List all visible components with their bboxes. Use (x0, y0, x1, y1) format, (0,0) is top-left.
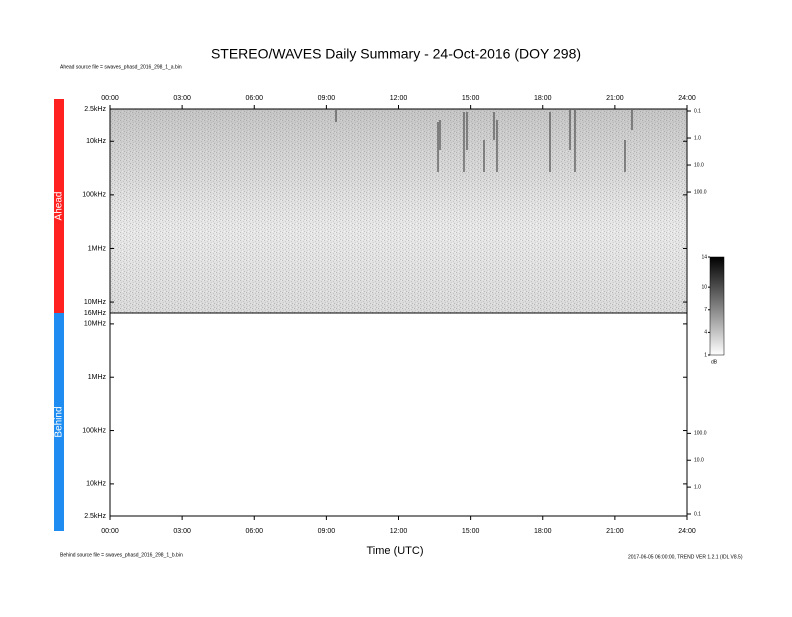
y2-tick-label: 10.0 (694, 162, 704, 168)
ahead-spectrogram (110, 109, 687, 313)
source-file: Ahead source file = swaves_phasd_2016_29… (60, 64, 182, 70)
x-tick-label: 15:00 (462, 95, 480, 102)
colorbar-label: dB (711, 359, 718, 365)
colorbar-tick-label: 1 (704, 352, 707, 358)
y2-tick-label: 1.0 (694, 484, 701, 490)
y-tick-label: 2.5kHz (84, 513, 106, 520)
x-tick-label: 12:00 (390, 528, 408, 535)
y2-tick-label: 0.1 (694, 511, 701, 517)
y-tick-label: 10kHz (86, 481, 106, 488)
colorbar (709, 256, 725, 356)
y2-tick-label: 1.0 (694, 135, 701, 141)
x-tick-label: 12:00 (390, 95, 408, 102)
y2-tick-label: 100.0 (694, 189, 707, 195)
panel-label: Ahead (54, 192, 65, 221)
x-tick-label: 24:00 (678, 95, 696, 102)
source-file: Behind source file = swaves_phasd_2016_2… (60, 552, 183, 558)
y-tick-label: 1MHz (88, 374, 107, 381)
y-tick-label: 100kHz (82, 192, 106, 199)
y-tick-label: 1MHz (88, 245, 107, 252)
x-tick-label: 00:00 (101, 528, 119, 535)
x-tick-label: 06:00 (245, 528, 263, 535)
x-tick-label: 06:00 (245, 95, 263, 102)
colorbar-tick-label: 4 (704, 330, 707, 336)
y-tick-label: 10kHz (86, 138, 106, 145)
plot-frame (109, 312, 688, 517)
chart-title: STEREO/WAVES Daily Summary - 24-Oct-2016… (211, 46, 581, 62)
x-axis-label: Time (UTC) (366, 545, 423, 557)
x-tick-label: 09:00 (318, 528, 336, 535)
panel-label: Behind (54, 406, 65, 437)
x-tick-label: 18:00 (534, 95, 552, 102)
x-tick-label: 21:00 (606, 528, 624, 535)
x-tick-label: 00:00 (101, 95, 119, 102)
colorbar-tick-label: 14 (701, 254, 707, 260)
panel-bar (54, 99, 64, 313)
y-tick-label: 10MHz (84, 321, 107, 328)
x-tick-label: 09:00 (318, 95, 336, 102)
y-tick-label: 10MHz (84, 299, 107, 306)
x-tick-label: 03:00 (173, 95, 191, 102)
panel-bar (54, 313, 64, 531)
footer: 2017-06-05 06:00:00, TREND VER 1.2.1 (ID… (628, 554, 743, 560)
y-tick-label: 2.5kHz (84, 106, 106, 113)
y-tick-label: 100kHz (82, 427, 106, 434)
y2-tick-label: 10.0 (694, 458, 704, 464)
colorbar-tick-label: 7 (704, 307, 707, 313)
x-tick-label: 15:00 (462, 528, 480, 535)
x-tick-label: 24:00 (678, 528, 696, 535)
y2-tick-label: 0.1 (694, 108, 701, 114)
colorbar-tick-label: 10 (701, 284, 707, 290)
x-tick-label: 03:00 (173, 528, 191, 535)
x-tick-label: 21:00 (606, 95, 624, 102)
y2-tick-label: 100.0 (694, 431, 707, 437)
y-tick-label: 16MHz (84, 310, 107, 317)
x-tick-label: 18:00 (534, 528, 552, 535)
